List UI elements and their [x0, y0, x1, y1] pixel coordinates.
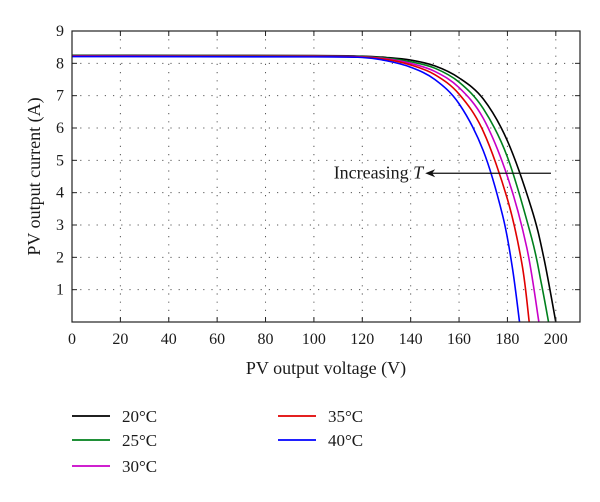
x-tick-label: 40 [161, 331, 177, 348]
plot-frame [71, 30, 581, 323]
legend-label-3: 30°C [122, 457, 157, 476]
legend-label-1: 20°C [122, 407, 157, 426]
x-tick-label: 20 [112, 331, 128, 348]
annotation-text: Increasing T [334, 162, 425, 182]
y-tick-label: 1 [56, 282, 64, 299]
series-line-1 [71, 54, 557, 323]
x-tick-label: 100 [302, 331, 326, 348]
x-tick-label: 120 [350, 331, 374, 348]
legend-label-4: 35°C [328, 407, 363, 426]
y-tick-label: 8 [56, 55, 64, 72]
x-tick-label: 0 [68, 331, 76, 348]
annotation-symbol: T [413, 162, 425, 182]
series-line-4 [71, 55, 530, 323]
legend-label-5: 40°C [328, 431, 363, 450]
series-line-3 [71, 55, 540, 323]
annotation-prefix: Increasing [334, 162, 413, 182]
x-tick-label: 80 [258, 331, 274, 348]
legend-label-2: 25°C [122, 431, 157, 450]
x-axis-label: PV output voltage (V) [246, 358, 406, 379]
y-tick-label: 7 [56, 88, 64, 105]
series-line-5 [71, 55, 521, 323]
y-tick-label: 9 [56, 23, 64, 40]
x-tick-label: 140 [399, 331, 423, 348]
annotation-arrow-head [425, 169, 436, 178]
y-tick-label: 3 [56, 217, 64, 234]
x-tick-label: 60 [209, 331, 225, 348]
grid-lines [72, 30, 580, 322]
y-tick-label: 6 [56, 120, 64, 137]
y-axis-label: PV output current (A) [24, 97, 45, 255]
y-tick-label: 4 [56, 185, 64, 202]
x-tick-label: 200 [544, 331, 568, 348]
axis-ticks: 0 20 40 60 80 100 120 140 160 180 200 1 2 3 4 5 6 7 8 9 [56, 23, 580, 348]
increasing-t-annotation: Increasing T [334, 162, 551, 182]
y-tick-label: 5 [56, 152, 64, 169]
y-tick-label: 2 [56, 249, 64, 266]
x-tick-label: 160 [447, 331, 471, 348]
x-tick-label: 180 [495, 331, 519, 348]
series-lines [71, 54, 557, 323]
legend: 20°C 25°C 30°C 35°C 40°C [72, 407, 363, 476]
